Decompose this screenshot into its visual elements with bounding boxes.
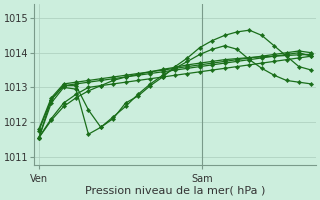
X-axis label: Pression niveau de la mer( hPa ): Pression niveau de la mer( hPa ): [85, 186, 265, 196]
